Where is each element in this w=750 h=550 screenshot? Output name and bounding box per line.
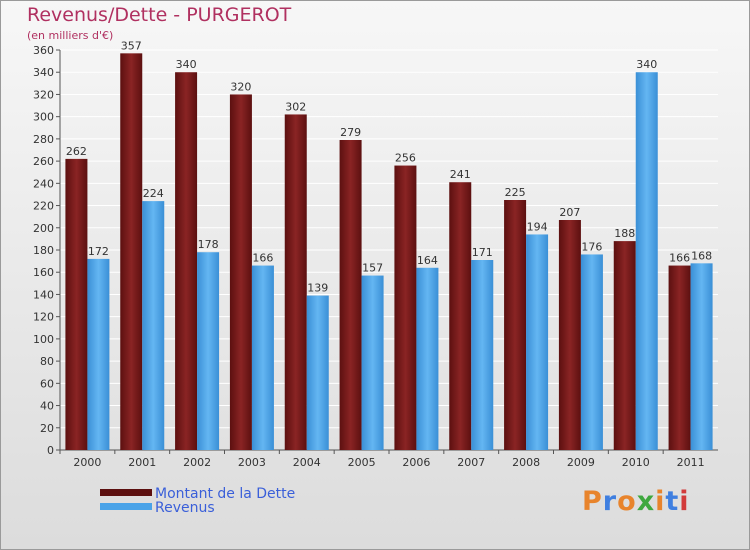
y-tick-label: 320 xyxy=(33,88,54,101)
bar-dette xyxy=(394,165,417,451)
x-tick-label: 2010 xyxy=(622,456,650,469)
legend-label-revenus: Revenus xyxy=(155,500,215,516)
y-tick-label: 140 xyxy=(33,288,54,301)
x-tick-label: 2003 xyxy=(238,456,266,469)
y-tick-label: 260 xyxy=(33,155,54,168)
bar-revenus xyxy=(690,263,713,450)
x-tick-label: 2002 xyxy=(183,456,211,469)
y-tick-label: 80 xyxy=(40,355,54,368)
bar-dette xyxy=(339,140,362,450)
bar-revenus xyxy=(87,258,110,450)
bar-dette xyxy=(229,94,252,450)
data-label: 340 xyxy=(636,58,657,71)
bar-revenus xyxy=(251,265,274,450)
bar-revenus xyxy=(306,295,329,450)
data-label: 139 xyxy=(307,282,328,295)
data-label: 207 xyxy=(559,206,580,219)
x-tick-label: 2007 xyxy=(457,456,485,469)
data-label: 241 xyxy=(450,168,471,181)
legend-swatch-revenus xyxy=(100,503,152,510)
x-tick-label: 2004 xyxy=(293,456,321,469)
bar-revenus xyxy=(197,252,220,450)
y-tick-label: 340 xyxy=(33,66,54,79)
data-label: 256 xyxy=(395,152,416,165)
x-tick-label: 2006 xyxy=(402,456,430,469)
data-label: 224 xyxy=(143,187,164,200)
bar-revenus xyxy=(471,260,494,450)
data-label: 262 xyxy=(66,145,87,158)
proxiti-logo: Proxiti xyxy=(582,486,690,517)
x-tick-label: 2005 xyxy=(348,456,376,469)
data-label: 320 xyxy=(230,80,251,93)
bar-revenus xyxy=(526,234,549,450)
data-label: 172 xyxy=(88,245,109,258)
y-tick-label: 60 xyxy=(40,377,54,390)
x-tick-label: 2008 xyxy=(512,456,540,469)
legend-swatch-dette xyxy=(100,489,152,496)
x-tick-label: 2000 xyxy=(73,456,101,469)
bar-dette xyxy=(558,220,581,450)
y-tick-label: 200 xyxy=(33,222,54,235)
y-tick-label: 40 xyxy=(40,400,54,413)
y-tick-label: 240 xyxy=(33,177,54,190)
bar-dette xyxy=(120,53,143,450)
bar-revenus xyxy=(361,275,384,450)
data-label: 176 xyxy=(581,240,602,253)
legend-label-dette: Montant de la Dette xyxy=(155,486,296,502)
data-label: 178 xyxy=(198,238,219,251)
data-label: 166 xyxy=(669,252,690,265)
bar-dette xyxy=(668,265,691,450)
data-label: 168 xyxy=(691,249,712,262)
y-tick-label: 160 xyxy=(33,266,54,279)
bar-revenus xyxy=(580,254,603,450)
data-label: 188 xyxy=(614,227,635,240)
bar-revenus xyxy=(635,72,658,450)
y-tick-label: 280 xyxy=(33,133,54,146)
y-tick-label: 0 xyxy=(47,444,54,457)
data-label: 340 xyxy=(176,58,197,71)
data-label: 171 xyxy=(472,246,493,259)
data-label: 279 xyxy=(340,126,361,139)
y-tick-label: 120 xyxy=(33,311,54,324)
data-label: 194 xyxy=(527,220,548,233)
data-label: 357 xyxy=(121,39,142,52)
data-label: 157 xyxy=(362,262,383,275)
bar-dette xyxy=(449,182,472,450)
x-tick-label: 2009 xyxy=(567,456,595,469)
y-tick-label: 300 xyxy=(33,111,54,124)
x-tick-label: 2011 xyxy=(677,456,705,469)
bar-dette xyxy=(613,241,636,450)
bar-revenus xyxy=(416,267,439,450)
y-tick-label: 220 xyxy=(33,200,54,213)
data-label: 164 xyxy=(417,254,438,267)
bar-dette xyxy=(284,114,307,450)
y-tick-label: 20 xyxy=(40,422,54,435)
bar-dette xyxy=(504,200,527,450)
bar-dette xyxy=(65,158,88,450)
bar-revenus xyxy=(142,201,165,450)
y-tick-label: 100 xyxy=(33,333,54,346)
chart-subtitle: (en milliers d'€) xyxy=(27,29,114,42)
y-tick-label: 180 xyxy=(33,244,54,257)
x-tick-label: 2001 xyxy=(128,456,156,469)
chart-title: Revenus/Dette - PURGEROT xyxy=(27,4,292,26)
bar-dette xyxy=(175,72,198,450)
data-label: 302 xyxy=(285,100,306,113)
y-tick-label: 360 xyxy=(33,44,54,57)
data-label: 225 xyxy=(505,186,526,199)
data-label: 166 xyxy=(252,252,273,265)
